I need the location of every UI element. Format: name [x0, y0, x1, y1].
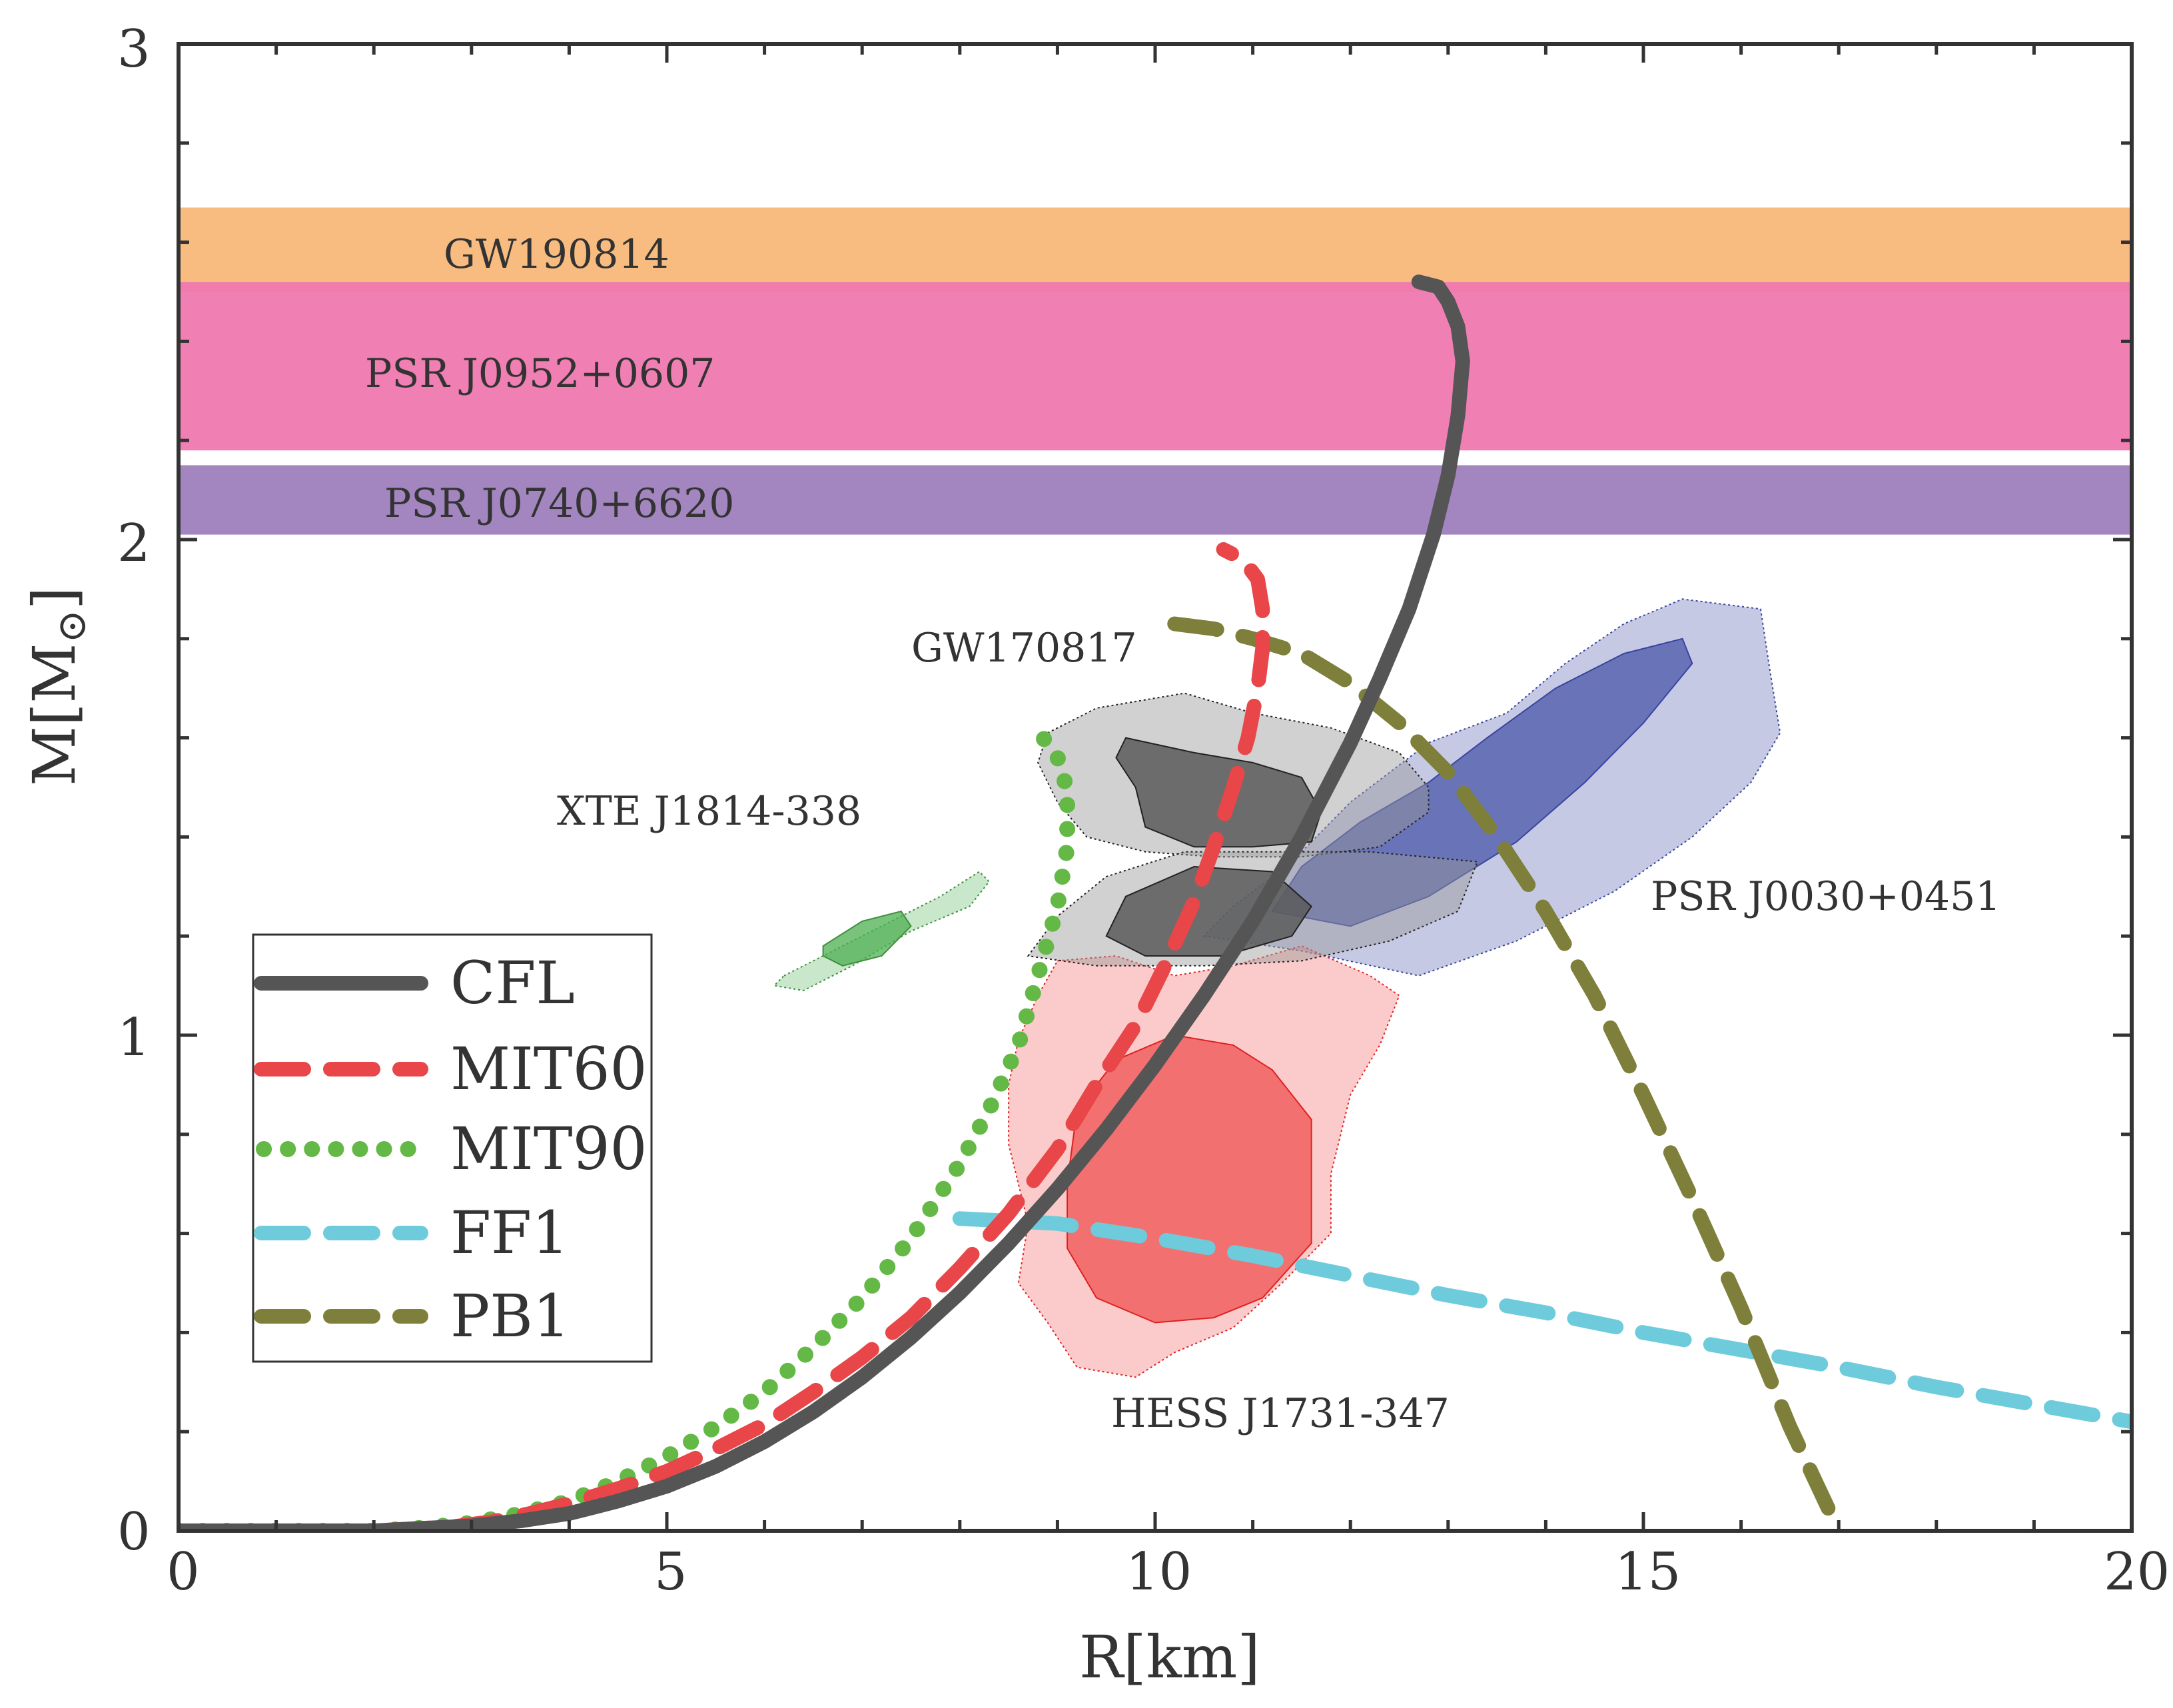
band-psr-j0952-0607 — [179, 282, 2132, 451]
x-tick-label-5: 5 — [654, 1542, 687, 1602]
svg-text:M[M⊙]: M[M⊙] — [20, 587, 95, 786]
legend-label-mit60: MIT60 — [450, 1035, 648, 1103]
region-psr-j0030-0451-inner — [1271, 638, 1693, 927]
legend: CFL MIT60 MIT90 FF1 PB1 — [252, 933, 653, 1363]
axis-ticks — [177, 42, 2134, 1533]
region-label-hess: HESS J1731-347 — [1111, 1390, 1450, 1437]
region-gw170817-inner — [1115, 737, 1322, 848]
legend-label-pb1: PB1 — [450, 1282, 570, 1350]
band-label-psr-j0740: PSR J0740+6620 — [384, 480, 734, 527]
series-cfl — [179, 274, 1470, 1531]
x-tick-label-15: 15 — [1615, 1542, 1681, 1602]
band-psr-j0740-6620 — [179, 465, 2132, 535]
region-label-xte: XTE J1814-338 — [557, 788, 861, 835]
y-axis-label-sub: ⊙ — [49, 610, 95, 643]
region-label-gw170817: GW170817 — [911, 625, 1137, 671]
band-label-psr-j0952: PSR J0952+0607 — [365, 350, 715, 397]
legend-label-mit90: MIT90 — [450, 1114, 648, 1183]
region-hess-j1731-347-inner — [1067, 1034, 1312, 1324]
band-gw190814 — [179, 207, 2132, 292]
region-label-psr-j0030: PSR J0030+0451 — [1651, 873, 2000, 920]
x-tick-label-20: 20 — [2104, 1542, 2170, 1602]
series-ff1 — [952, 1211, 2132, 1430]
y-axis-label-close: ] — [20, 587, 89, 610]
region-xte-j1814-338-inner — [822, 910, 912, 967]
region-gw170817-inner-2 — [1105, 865, 1312, 957]
eos-curves — [179, 274, 2132, 1531]
legend-label-ff1: FF1 — [450, 1198, 569, 1267]
x-axis-label: R[km] — [1079, 1623, 1260, 1691]
y-tick-label-0: 0 — [117, 1502, 151, 1562]
x-tick-label-0: 0 — [167, 1542, 200, 1602]
legend-label-cfl: CFL — [450, 949, 575, 1017]
y-axis-label: M[M⊙] — [20, 587, 95, 786]
mass-constraint-bands — [179, 207, 2132, 535]
y-axis-label-main: M[M — [20, 643, 89, 786]
y-tick-label-3: 3 — [117, 19, 151, 79]
y-tick-label-2: 2 — [117, 514, 151, 574]
x-tick-label-10: 10 — [1126, 1542, 1192, 1602]
y-tick-label-1: 1 — [117, 1008, 151, 1068]
band-label-gw190814: GW190814 — [444, 231, 669, 278]
